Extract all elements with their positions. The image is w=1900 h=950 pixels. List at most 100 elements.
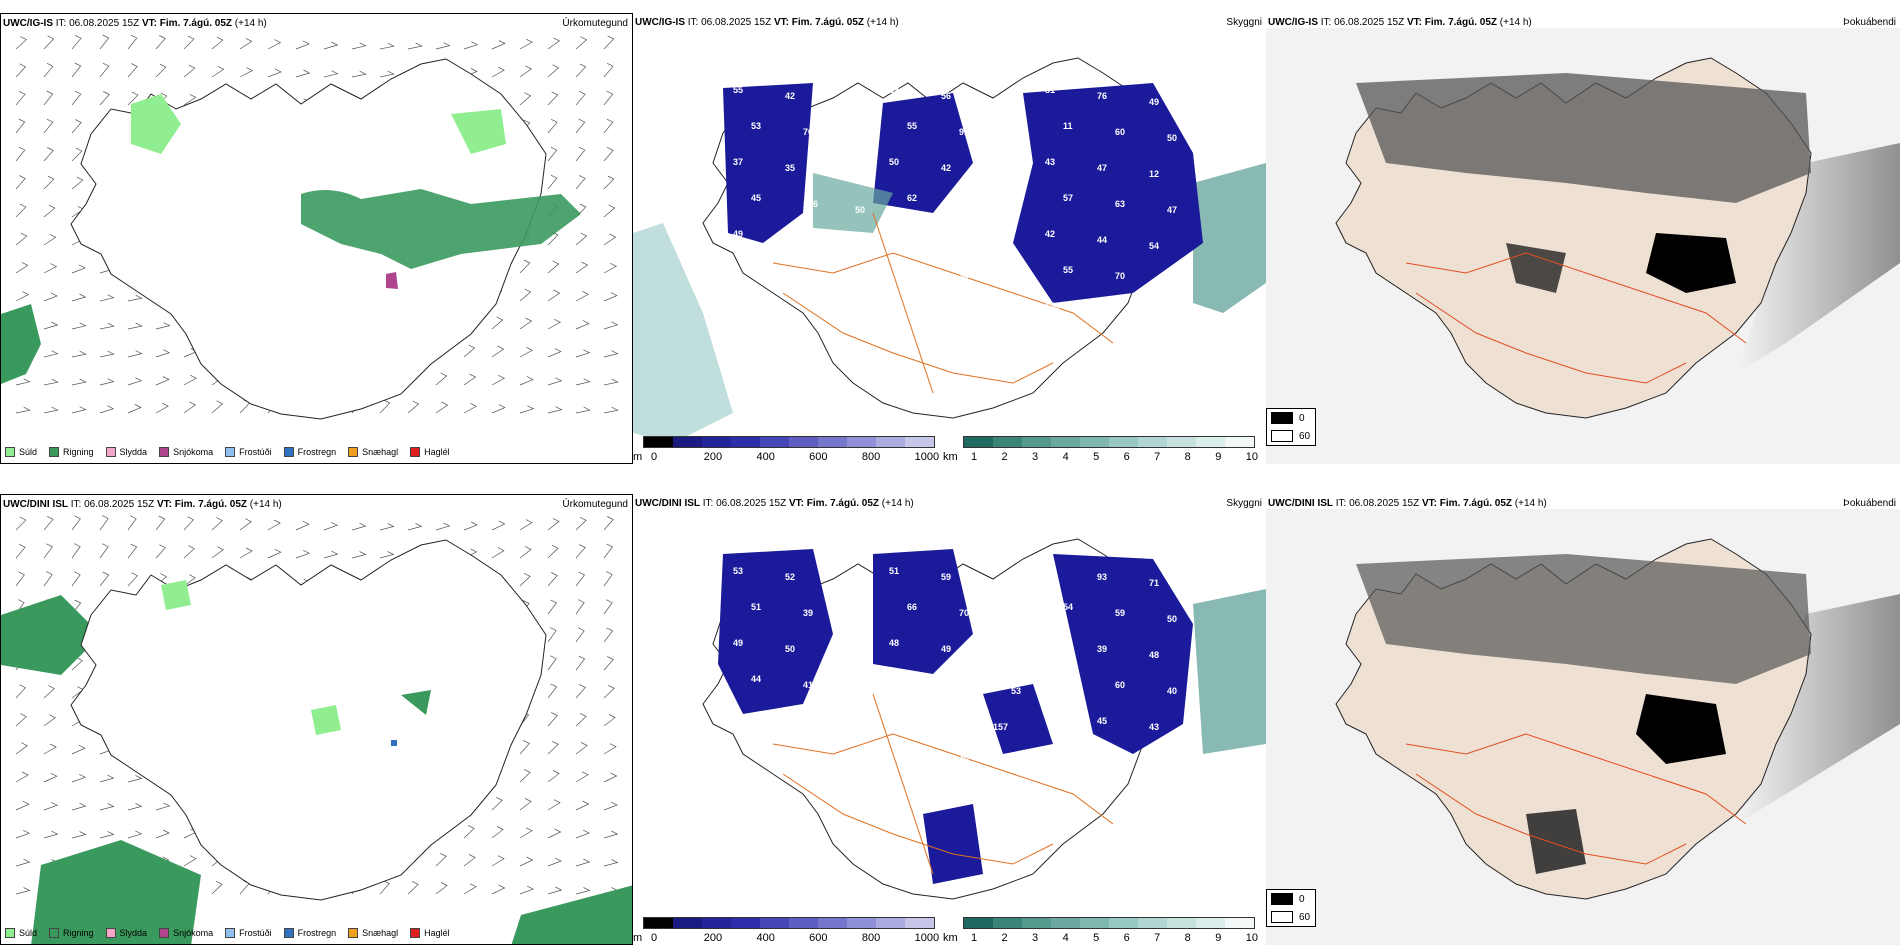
- wind-barb: [547, 712, 558, 727]
- colorbar-segment: [673, 437, 702, 447]
- wind-barb: [463, 521, 478, 531]
- colorbar-tick-label: 9: [1215, 451, 1222, 463]
- panel-title: Úrkomutegund: [562, 18, 628, 29]
- wind-barb: [127, 515, 137, 531]
- wind-barb: [43, 321, 59, 330]
- colorbar-tick-label: 3: [1032, 932, 1039, 944]
- cloudbase-label: 53: [733, 566, 743, 576]
- wind-barb: [15, 742, 28, 755]
- legend-swatch: [410, 928, 421, 938]
- cloudbase-label: 50: [889, 157, 899, 167]
- wind-barb: [99, 515, 109, 531]
- fog-map-panel-row2: UWC/DINI ISL IT: 06.08.2025 15Z VT: Fim.…: [1266, 494, 1900, 945]
- wind-barb: [15, 684, 26, 699]
- wind-barb: [575, 146, 586, 162]
- colorbar-segment: [760, 437, 789, 447]
- wind-barb: [575, 406, 591, 414]
- wind-barb: [603, 714, 616, 727]
- low-vis-area: [633, 223, 733, 443]
- visibility-colorbar-unit: km: [943, 932, 958, 944]
- wind-barb: [575, 232, 588, 246]
- precip-legend: Súld Rigning Slydda Snjókoma Frostúði Fr…: [5, 928, 460, 938]
- cloudbase-label: 55: [1063, 265, 1073, 275]
- iceland-coastline: [70, 539, 547, 901]
- wind-barb: [71, 119, 82, 134]
- cloudbase-label: 53: [1011, 686, 1021, 696]
- cloudbase-label: 70: [959, 608, 969, 618]
- wind-barb: [43, 571, 53, 587]
- cloudbase-label: 62: [889, 85, 899, 95]
- wind-barb: [547, 318, 562, 330]
- colorbar-segment: [1167, 918, 1196, 928]
- fog-map: [1266, 28, 1900, 464]
- cloudbase-label: 50: [855, 205, 865, 215]
- wind-barb: [99, 91, 110, 106]
- iceland-coastline: [70, 58, 547, 420]
- wind-barb: [491, 374, 506, 386]
- wind-barb: [547, 377, 563, 386]
- colorbar-segment: [1080, 918, 1109, 928]
- wind-barb: [519, 798, 532, 811]
- cloudbase-map-panel-row2: UWC/DINI ISL IT: 06.08.2025 15Z VT: Fim.…: [633, 494, 1266, 945]
- fog-legend-item: 60: [1267, 908, 1315, 926]
- wind-barb: [435, 42, 451, 50]
- wind-barb: [295, 549, 311, 559]
- cloudbase-label: 96: [941, 307, 951, 317]
- cloudbase-label: 60: [1011, 614, 1021, 624]
- cloudbase-label: 49: [1149, 97, 1159, 107]
- cloudbase-label: 157: [993, 722, 1008, 732]
- wind-barb: [547, 146, 558, 162]
- wind-barb: [99, 62, 110, 78]
- colorbar-tick-label: 0: [651, 932, 658, 944]
- wind-barb: [99, 803, 115, 811]
- wind-barb: [603, 772, 618, 783]
- wind-barb: [155, 63, 167, 78]
- colorbar-tick-label: 7: [1154, 451, 1161, 463]
- wind-barb: [211, 880, 223, 895]
- wind-barb: [71, 264, 86, 274]
- panel-header: UWC/IG-IS IT: 06.08.2025 15Z VT: Fim. 7.…: [3, 18, 267, 29]
- wind-barb: [547, 627, 557, 643]
- legend-swatch: [410, 447, 421, 457]
- colorbar-segment: [847, 437, 876, 447]
- height-colorbar-gradient: [643, 436, 935, 448]
- wind-barb: [575, 655, 586, 671]
- colorbar-segment: [1196, 918, 1225, 928]
- wind-barb: [211, 36, 224, 50]
- wind-barb: [435, 522, 451, 531]
- rain-area: [1, 304, 41, 384]
- wind-barb: [71, 90, 82, 106]
- legend-item: Frostregn: [283, 928, 336, 938]
- cloudbase-label: 38: [959, 752, 969, 762]
- wind-barb: [547, 828, 562, 839]
- wind-barb: [575, 887, 591, 895]
- legend-swatch: [283, 928, 294, 938]
- legend-item: Snæhagl: [348, 928, 398, 938]
- wind-barb: [491, 520, 506, 531]
- fog-legend-item: 0: [1267, 409, 1315, 427]
- low-vis-area: [813, 173, 893, 233]
- wind-barb: [127, 775, 143, 783]
- cloudbase-label: 42: [785, 91, 795, 101]
- wind-barb: [519, 92, 532, 106]
- wind-barb: [99, 322, 115, 330]
- wind-barb: [379, 880, 390, 895]
- colorbar-tick-label: 9: [1215, 932, 1222, 944]
- wind-barb: [239, 67, 254, 78]
- wind-barb: [127, 830, 143, 839]
- wind-barb: [547, 406, 563, 414]
- roads: [1405, 252, 1747, 384]
- precip-map: [1, 34, 619, 420]
- wind-barb: [183, 574, 196, 587]
- wind-barb: [351, 522, 367, 531]
- wind-barb: [575, 713, 587, 727]
- cloudbase-label: 51: [751, 602, 761, 612]
- colorbar-tick-label: 200: [703, 451, 723, 463]
- cloudbase-label: 149: [993, 313, 1008, 323]
- legend-swatch: [225, 447, 236, 457]
- wind-barb: [43, 204, 56, 218]
- colorbar-tick-label: 10: [1245, 451, 1258, 463]
- wind-barb: [575, 63, 587, 78]
- precip-legend: Súld Rigning Slydda Snjókoma Frostúði Fr…: [5, 447, 460, 457]
- fog-area: [1356, 73, 1811, 203]
